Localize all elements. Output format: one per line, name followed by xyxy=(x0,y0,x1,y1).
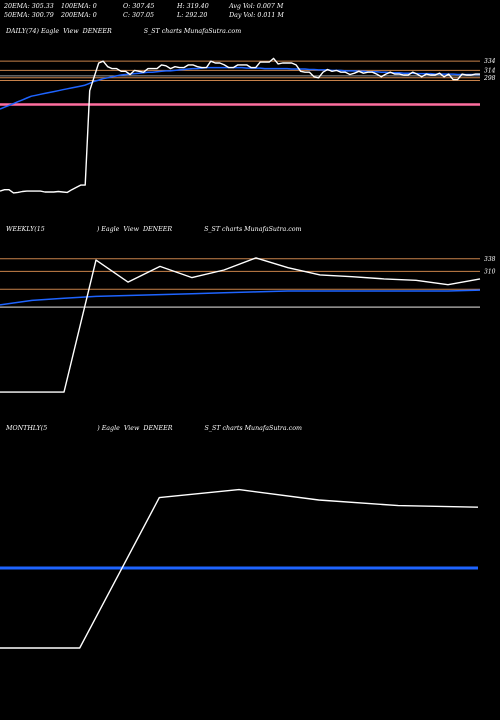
weekly-tick-label: 310 xyxy=(484,268,496,275)
monthly-chart xyxy=(0,488,479,649)
ema100-label: 100EMA: 0 xyxy=(61,3,97,10)
indicator-header: 20EMA: 305.33 100EMA: 0 O: 307.45 H: 319… xyxy=(4,2,284,20)
day-vol-label: Day Vol: 0.011 M xyxy=(229,12,284,19)
daily-tick-label: 298 xyxy=(483,75,496,82)
daily-price-line xyxy=(0,57,480,194)
monthly-price-line xyxy=(0,488,479,649)
high-label: H: 319.40 xyxy=(177,3,209,10)
header-row-2: 50EMA: 300.79 200EMA: 0 C: 307.05 L: 292… xyxy=(4,11,284,20)
monthly-panel-title: MONTHLY(5 ) Eagle View DENEER S_ST chart… xyxy=(6,425,302,432)
weekly-panel-title: WEEKLY(15 ) Eagle View DENEER S_ST chart… xyxy=(6,226,302,233)
weekly-chart: 338 310 xyxy=(0,256,496,393)
daily-ema-line xyxy=(0,66,480,110)
close-label: C: 307.05 xyxy=(123,12,155,19)
ema50-label: 50EMA: 300.79 xyxy=(4,12,54,19)
low-label: L: 292.20 xyxy=(177,12,208,19)
weekly-price-line xyxy=(0,257,481,393)
avg-vol-label: Avg Vol: 0.007 M xyxy=(229,3,284,10)
header-row-1: 20EMA: 305.33 100EMA: 0 O: 307.45 H: 319… xyxy=(4,2,284,11)
daily-tick-label: 314 xyxy=(484,67,496,74)
ema200-label: 200EMA: 0 xyxy=(61,12,97,19)
weekly-ema-line xyxy=(0,289,481,306)
open-label: O: 307.45 xyxy=(123,3,155,10)
daily-panel-title: DAILY(74) Eagle View DENEER S_ST charts … xyxy=(6,28,242,35)
daily-tick-label: 334 xyxy=(484,58,496,65)
ema20-label: 20EMA: 305.33 xyxy=(4,3,54,10)
weekly-tick-label: 338 xyxy=(484,256,496,263)
